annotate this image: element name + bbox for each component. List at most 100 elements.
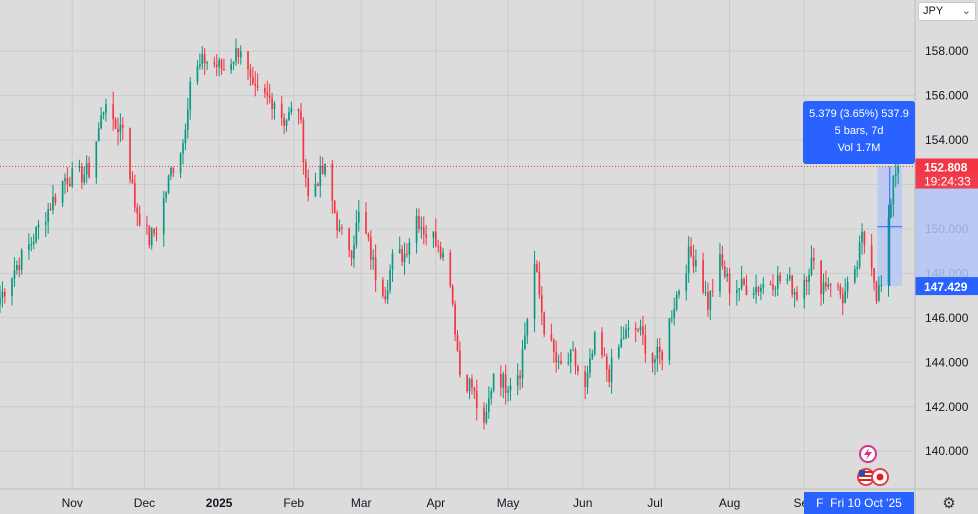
candle-body [32,241,35,245]
event-lightning-icon[interactable] [859,445,877,463]
candle-body [374,257,377,281]
candle-body [184,129,187,144]
candle-body [762,284,765,288]
candle-body [735,289,738,294]
us-flag-icon [859,470,873,481]
candle-body [569,350,572,363]
candle-body [121,124,124,128]
time-axis[interactable]: NovDec2025FebMarAprMayJunJulAugSep [0,488,978,510]
candle-body [47,208,50,223]
candle-body [743,278,745,286]
lower-price-label: 147.429 [924,280,968,294]
candle-body [808,274,810,283]
price-axis[interactable]: 140.000142.000144.000146.000148.000150.0… [914,0,978,514]
candle-body [772,284,774,290]
candle-body [35,227,37,242]
candle-body [829,284,832,286]
candle-body [449,252,452,287]
candle-body [658,346,661,352]
candle-body [434,231,437,246]
lower-price-badge [915,277,978,296]
candle-body [425,234,428,238]
candle-body [237,48,240,58]
event-flag-jp-icon[interactable] [871,468,889,486]
candle-body [475,390,478,408]
candle-body [574,350,577,367]
measure-volume: Vol 1.7M [837,142,881,154]
candle-body [740,278,743,289]
time-tick-label: Apr [426,496,445,510]
candle-body [201,54,204,64]
candle-body [577,366,579,372]
chevron-down-icon[interactable]: ⌄ [961,5,971,17]
candle-body [873,268,875,283]
candle-body [182,143,184,154]
candle-body [634,327,637,331]
candle-body [552,339,555,352]
candle-body [726,274,729,277]
candle-body [707,292,709,310]
candle-body [321,165,324,175]
currency-select[interactable]: JPY ⌄ [918,2,976,21]
candle-body [85,163,88,175]
candle-body [622,337,625,339]
crosshair-date-prefix: F [816,496,824,510]
candle-body [709,291,712,310]
candle-body [273,103,276,109]
candle-body [285,119,288,126]
candle-body [324,163,326,175]
candle-body [150,228,153,246]
candle-body [129,127,131,180]
candle-body [627,327,630,330]
candle-body [589,358,591,374]
candle-body [608,369,611,382]
candle-body [37,224,40,228]
candle-body [704,292,707,294]
time-tick-label: May [497,496,520,510]
candle-body [617,347,620,358]
candle-body [256,85,259,88]
candle-body [179,153,182,173]
candle-body [675,294,678,310]
candle-body [668,318,671,361]
candle-body [656,346,659,360]
candle-body [451,286,454,305]
gear-icon[interactable]: ⚙ [942,495,956,512]
candle-body [825,282,827,287]
candle-body [454,304,456,335]
candle-body [372,257,375,260]
candle-body [738,288,741,290]
grid-layer [0,0,915,489]
candle-body [639,326,642,331]
candle-body [723,266,726,277]
candle-body [213,62,216,65]
candle-body [752,293,755,296]
candle-body [485,411,488,423]
candle-body [593,332,596,354]
candle-body [102,112,105,116]
candle-body [788,275,791,279]
candle-body [251,76,254,84]
candle-body [186,109,189,130]
candle-body [389,269,391,291]
candle-body [1,291,4,299]
candle-body [642,326,644,335]
candle-body [333,200,336,214]
candle-body [403,253,406,262]
candle-body [487,398,490,412]
candle-body [555,351,558,362]
candle-body [165,192,167,198]
time-tick-label: Dec [134,496,155,510]
candle-body [170,168,172,176]
candle-body [297,108,300,112]
candle-body [133,183,136,208]
candle-body [61,181,64,203]
price-tick-label: 140.000 [925,444,969,458]
candle-body [779,275,782,281]
candle-body [81,166,83,183]
candle-body [755,287,757,294]
candle-body [319,165,322,187]
candle-body [406,253,408,255]
